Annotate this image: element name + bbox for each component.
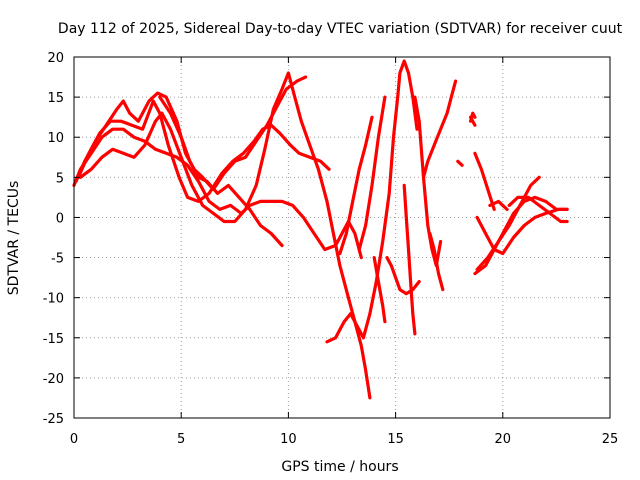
grid-lines <box>74 57 610 418</box>
data-series <box>72 59 569 400</box>
series-track-21 <box>475 175 541 272</box>
series-track-14 <box>428 231 445 292</box>
series-track-11 <box>402 183 417 336</box>
y-tick-label: -10 <box>43 292 64 307</box>
y-tick-label: 20 <box>47 51 64 66</box>
x-tick-label: 10 <box>280 432 297 447</box>
y-axis-ticks: -25 -20 -15 -10 -5 0 5 10 15 20 <box>43 51 610 427</box>
x-tick-label: 25 <box>602 432 619 447</box>
series-track-6 <box>325 59 419 344</box>
series-track-13 <box>421 79 458 179</box>
y-tick-label: 15 <box>47 91 64 106</box>
plot-frame <box>73 56 611 419</box>
series-track-23 <box>507 195 569 224</box>
series-track-12 <box>413 95 443 268</box>
series-track-18 <box>473 151 496 211</box>
y-tick-label: 10 <box>47 131 64 146</box>
x-tick-label: 5 <box>177 432 185 447</box>
series-track-8 <box>357 95 387 252</box>
series-track-4 <box>78 71 372 400</box>
series-track-19 <box>475 207 569 256</box>
y-tick-label: -15 <box>43 332 64 347</box>
series-track-9 <box>372 256 387 324</box>
x-tick-label: 20 <box>495 432 512 447</box>
series-track-7 <box>338 115 374 256</box>
x-axis-ticks: 0 5 10 15 20 25 <box>70 57 618 447</box>
series-track-1 <box>72 127 363 260</box>
series-track-17 <box>469 115 477 127</box>
x-axis-title: GPS time / hours <box>281 459 398 475</box>
x-tick-label: 15 <box>387 432 404 447</box>
series-track-22 <box>488 199 509 211</box>
y-tick-label: -25 <box>43 412 64 427</box>
y-axis-title: SDTVAR / TECUs <box>6 181 22 296</box>
y-tick-label: -5 <box>51 252 64 267</box>
chart-title: Day 112 of 2025, Sidereal Day-to-day VTE… <box>58 21 623 37</box>
y-tick-label: 0 <box>56 211 64 226</box>
series-track-3 <box>76 99 331 203</box>
series-track-10 <box>385 256 421 296</box>
series-track-5 <box>158 95 284 248</box>
series-track-15 <box>456 159 464 167</box>
x-tick-label: 0 <box>70 432 78 447</box>
y-tick-label: -20 <box>43 372 64 387</box>
series-track-20 <box>473 195 569 276</box>
y-tick-label: 5 <box>56 171 64 186</box>
